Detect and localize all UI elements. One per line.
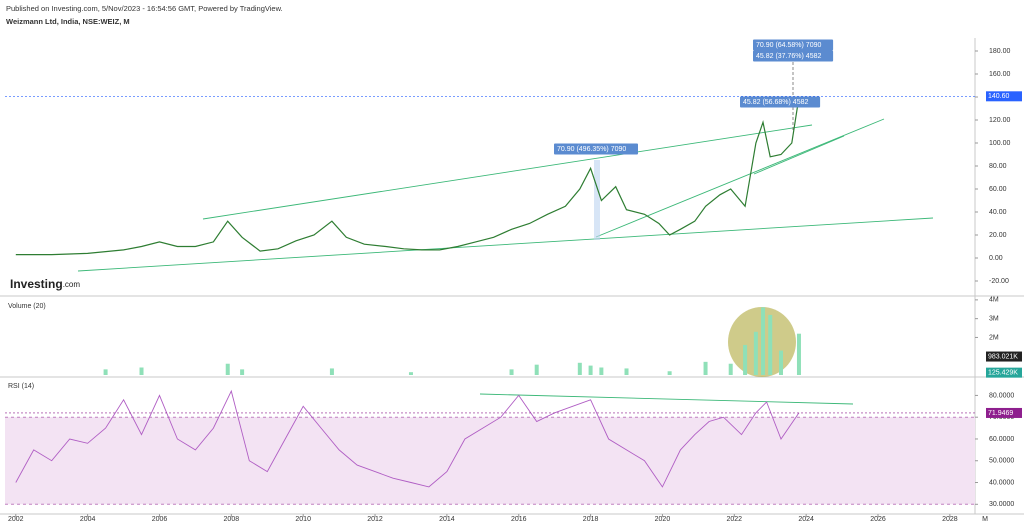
volume-bar [103, 369, 108, 375]
volume-bar [624, 368, 629, 375]
price-line [15, 96, 800, 256]
x-tick-label: 2010 [295, 516, 311, 523]
trend-line [77, 217, 934, 272]
y-tick-label: 2M [989, 334, 999, 341]
y-tick-label: 80.00 [989, 163, 1007, 170]
x-tick-label: 2012 [367, 516, 383, 523]
annotation-box [554, 143, 638, 155]
last-value-label: 140.60 [988, 93, 1010, 100]
volume-bar [329, 368, 334, 375]
y-tick-label: 0.00 [989, 255, 1003, 262]
x-tick-label: 2024 [798, 516, 814, 523]
x-tick-label: 2008 [224, 516, 240, 523]
trend-line [479, 393, 854, 405]
x-axis-end-label: M [982, 516, 988, 523]
trend-lines [77, 118, 934, 405]
logo: Investing.com [10, 277, 80, 291]
trend-line [753, 135, 845, 175]
y-tick-label: 60.00 [989, 186, 1007, 193]
logo-suffix: .com [63, 280, 81, 289]
y-tick-label: 160.00 [989, 71, 1011, 78]
trend-line [202, 124, 813, 220]
x-tick-label: 2004 [80, 516, 96, 523]
volume-marker-box [986, 367, 1022, 378]
x-tick-label: 2022 [727, 516, 743, 523]
volume-bar [509, 369, 514, 375]
rsi-line [15, 389, 800, 488]
volume-bar [588, 365, 593, 375]
x-tick-label: 2028 [942, 516, 958, 523]
symbol-title: Weizmann Ltd, India, NSE:WEIZ, M [6, 17, 130, 26]
x-tick-label: 2018 [583, 516, 599, 523]
x-tick-label: 2002 [8, 516, 24, 523]
volume-bar [599, 367, 604, 375]
volume-bar [768, 314, 773, 375]
annotation-box [740, 96, 821, 108]
y-tick-label: 4M [989, 297, 999, 304]
y-tick-label: 40.0000 [989, 479, 1014, 486]
volume-bar [534, 364, 539, 375]
y-tick-label: 3M [989, 316, 999, 323]
volume-bar [753, 331, 758, 375]
panel-title: Volume (20) [8, 303, 46, 310]
annotation: 45.82 (37.76%) 4582 [756, 53, 821, 60]
annotation-box [753, 50, 834, 62]
y-tick-label: -20.00 [989, 278, 1009, 285]
volume-bar [743, 344, 748, 375]
trend-line [595, 118, 885, 238]
y-tick-label: 30.0000 [989, 501, 1014, 508]
panel-title: RSI (14) [8, 383, 34, 390]
y-tick-label: 180.00 [989, 48, 1011, 55]
y-tick-label: 20.00 [989, 232, 1007, 239]
rsi-band [5, 417, 975, 505]
x-tick-label: 2006 [152, 516, 168, 523]
x-tick-label: 2020 [655, 516, 671, 523]
volume-bar [796, 333, 801, 375]
x-tick-label: 2026 [870, 516, 886, 523]
annotation-box [753, 39, 834, 51]
x-tick-label: 2016 [511, 516, 527, 523]
volume-bar [225, 363, 230, 375]
last-value-label: 71.9469 [988, 410, 1013, 417]
volume-marker-box [986, 351, 1022, 362]
logo-text: Investing [10, 277, 63, 291]
volume-bar [577, 362, 582, 375]
volume-bar [779, 350, 783, 375]
frames [0, 38, 1024, 515]
x-tick-label: 2014 [439, 516, 455, 523]
y-tick-label: 120.00 [989, 117, 1011, 124]
volume-bar [139, 367, 144, 375]
volume-bar [703, 361, 708, 375]
annotation: 70.90 (64.58%) 7090 [756, 42, 821, 49]
y-tick-label: 50.0000 [989, 458, 1014, 465]
y-tick-label: 40.00 [989, 209, 1007, 216]
measure-range [594, 160, 600, 240]
y-tick-label: 60.0000 [989, 436, 1014, 443]
last-value-box [986, 91, 1022, 102]
volume-marker-label: 125.429K [988, 369, 1018, 376]
volume-bar [240, 369, 245, 375]
y-tick-label: 80.0000 [989, 392, 1014, 399]
annotation: 70.90 (496.35%) 7090 [557, 146, 626, 153]
volume-bar [408, 372, 413, 375]
volume-bar [761, 307, 766, 375]
last-value-box [986, 407, 1022, 418]
y-tick-label: 100.00 [989, 140, 1011, 147]
volume-bar [667, 371, 672, 375]
volume-bar [728, 363, 733, 375]
volume-marker-label: 983.021K [988, 353, 1018, 360]
annotation: 45.82 (56.68%) 4582 [743, 99, 808, 106]
published-note: Published on Investing.com, 5/Nov/2023 -… [6, 4, 283, 13]
